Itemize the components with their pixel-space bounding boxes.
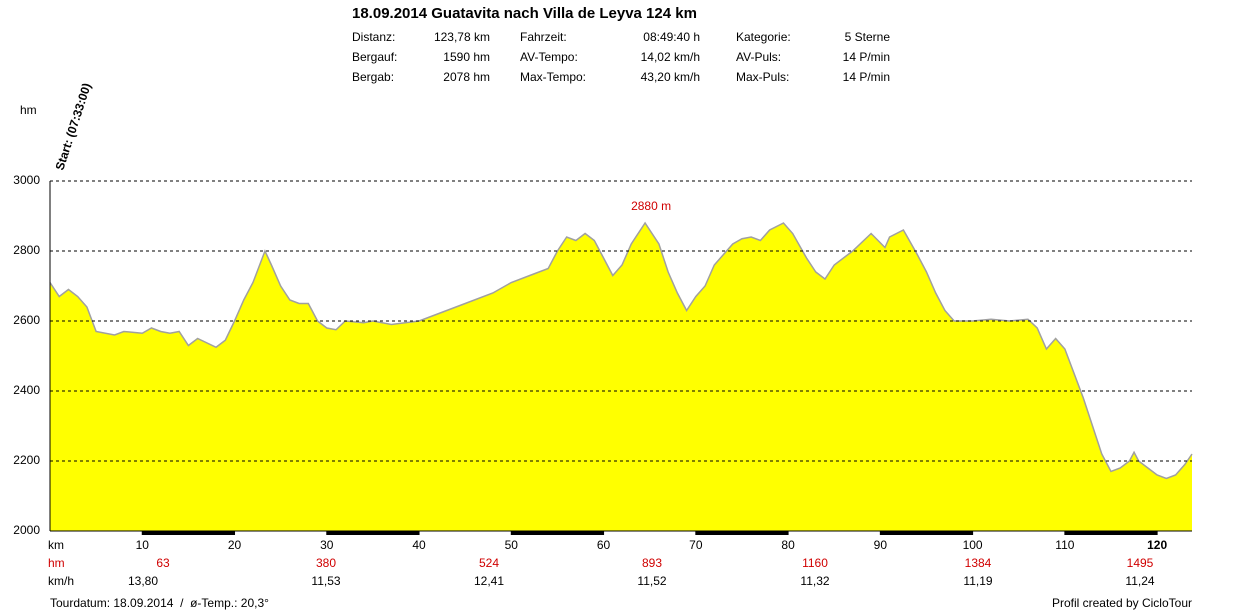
hm-value: 1495: [1127, 556, 1154, 570]
axis-strip: [326, 531, 420, 535]
hm-row-label: hm: [48, 556, 65, 570]
kmh-value: 12,41: [474, 574, 504, 588]
kmh-value: 11,53: [311, 574, 340, 588]
y-tick-label: 2600: [13, 313, 40, 327]
kmh-value: 11,24: [1125, 574, 1154, 588]
hm-value: 524: [479, 556, 499, 570]
kmh-value: 11,52: [637, 574, 666, 588]
x-axis-label: km: [48, 538, 64, 552]
stat-label: Bergauf:: [352, 50, 397, 64]
axis-strip: [1064, 531, 1158, 535]
annotation: 2880 m: [631, 199, 671, 213]
axis-strip: [695, 531, 789, 535]
hm-value: 380: [316, 556, 336, 570]
kmh-value: 11,19: [963, 574, 992, 588]
y-tick-label: 2400: [13, 383, 40, 397]
kmh-value: 11,32: [800, 574, 829, 588]
stat-label: Distanz:: [352, 30, 395, 44]
x-tick-label: 10: [136, 538, 150, 552]
profile-line: [49, 221, 1193, 480]
stat-value: 14 P/min: [843, 50, 890, 64]
y-tick-label: 2800: [13, 243, 40, 257]
hm-value: 1384: [965, 556, 992, 570]
stat-label: Max-Tempo:: [520, 70, 586, 84]
stat-label: Kategorie:: [736, 30, 791, 44]
x-tick-label: 80: [781, 538, 795, 552]
x-tick-label: 50: [505, 538, 519, 552]
chart-title: 18.09.2014 Guatavita nach Villa de Leyva…: [352, 5, 697, 22]
stat-value: 08:49:40 h: [643, 30, 700, 44]
stat-value: 123,78 km: [434, 30, 490, 44]
stat-label: Max-Puls:: [736, 70, 789, 84]
x-tick-label: 60: [597, 538, 611, 552]
area: [50, 223, 1192, 531]
x-tick-label: 30: [320, 538, 334, 552]
x-tick-label: 40: [412, 538, 426, 552]
hm-value: 1160: [802, 556, 828, 570]
stat-value: 5 Sterne: [845, 30, 891, 44]
kmh-value: 13,80: [128, 574, 158, 588]
stat-label: Fahrzeit:: [520, 30, 567, 44]
stat-label: AV-Puls:: [736, 50, 781, 64]
x-tick-label: 100: [963, 538, 983, 552]
x-tick-label: 110: [1055, 538, 1074, 552]
kmh-row-label: km/h: [48, 574, 74, 588]
start-label: Start: (07:33:00): [53, 81, 94, 172]
stat-label: AV-Tempo:: [520, 50, 578, 64]
x-tick-label: 90: [874, 538, 888, 552]
axis-strip: [142, 531, 235, 535]
stat-value: 14 P/min: [843, 70, 890, 84]
footer-right: Profil created by CicloTour: [1052, 596, 1192, 610]
x-tick-label: 20: [228, 538, 242, 552]
x-tick-label: 120: [1147, 538, 1167, 552]
stat-value: 14,02 km/h: [641, 50, 700, 64]
axis-strip: [880, 531, 973, 535]
stat-label: Bergab:: [352, 70, 394, 84]
y-axis-label: hm: [20, 103, 37, 117]
axis-strip: [511, 531, 604, 535]
stat-value: 2078 hm: [443, 70, 490, 84]
footer-left: Tourdatum: 18.09.2014 / ø-Temp.: 20,3°: [50, 596, 269, 610]
hm-value: 63: [156, 556, 170, 570]
stat-value: 43,20 km/h: [641, 70, 700, 84]
hm-value: 893: [642, 556, 662, 570]
y-tick-label: 2200: [13, 453, 40, 467]
stat-value: 1590 hm: [443, 50, 490, 64]
y-tick-label: 3000: [13, 173, 40, 187]
y-tick-label: 2000: [13, 523, 40, 537]
x-tick-label: 70: [689, 538, 703, 552]
